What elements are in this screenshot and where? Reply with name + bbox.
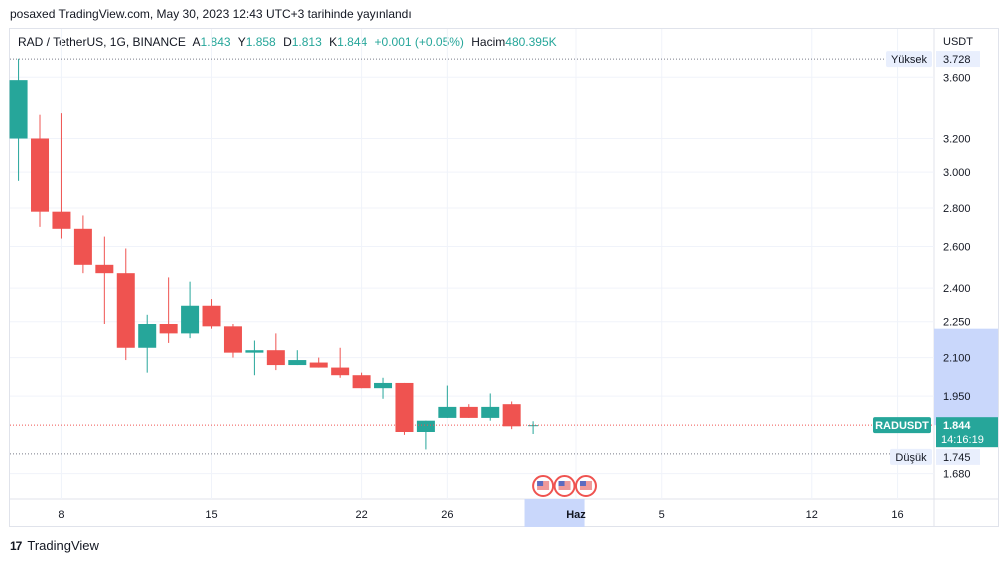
legend-close: 1.844 xyxy=(337,35,368,49)
legend-high-label: Y xyxy=(237,35,246,49)
legend-low-label: D xyxy=(283,35,292,49)
footer-brand[interactable]: 17 TradingView xyxy=(10,538,99,553)
legend-open: 1.843 xyxy=(200,35,231,49)
chart-legend: RAD / TetherUS, 1G, BINANCE A1.843 Y1.85… xyxy=(18,35,561,49)
legend-volume-label: Hacim xyxy=(471,35,506,49)
chart-frame xyxy=(9,28,999,527)
legend-symbol[interactable]: RAD / TetherUS, 1G, BINANCE xyxy=(18,35,186,49)
legend-volume: 480.395K xyxy=(505,35,557,49)
tradingview-logo-icon: 17 xyxy=(10,538,22,553)
legend-change: +0.001 (+0.05%) xyxy=(374,35,464,49)
brand-name: TradingView xyxy=(27,538,99,553)
legend-high: 1.858 xyxy=(245,35,276,49)
published-caption: posaxed TradingView.com, May 30, 2023 12… xyxy=(10,7,412,21)
legend-open-label: A xyxy=(192,35,201,49)
legend-low: 1.813 xyxy=(291,35,322,49)
legend-close-label: K xyxy=(329,35,338,49)
